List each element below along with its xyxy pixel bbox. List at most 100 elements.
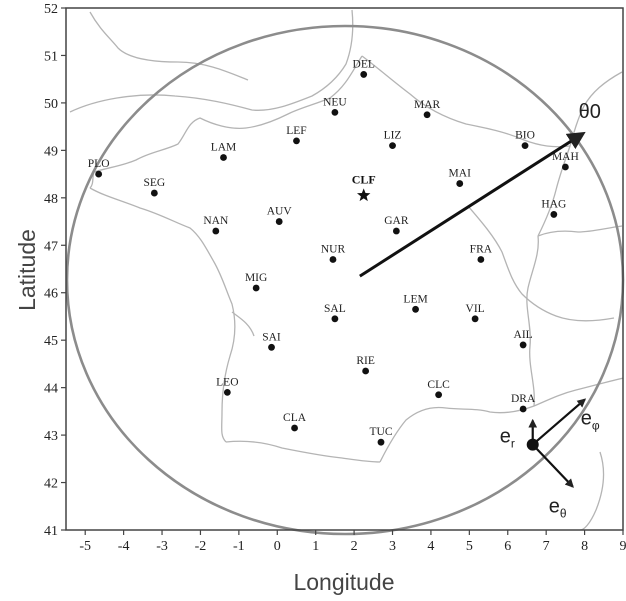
x-tick-label: -1 [233,539,245,554]
y-tick-label: 46 [44,287,58,302]
corsica-hint [579,451,605,530]
station-dot [331,315,339,323]
x-tick-label: 9 [620,539,626,554]
stations-layer: DEL NEU MAR LEF LIZ BIO LAM MAH PLO MAI SEG HAG AUV N… [88,58,579,446]
station-label: GAR [384,215,409,227]
station-del: DEL [353,58,375,78]
station-dot [212,227,220,235]
station-cla: CLA [283,412,307,432]
station-ail: AIL [514,329,533,349]
station-dot [331,109,339,116]
x-tick-label: -3 [156,539,168,554]
y-tick-label: 52 [44,2,58,17]
station-label: DEL [353,58,375,70]
coastline-layer [69,9,623,530]
station-label: MAH [552,151,579,163]
station-tuc: TUC [369,426,393,446]
station-sai: SAI [262,331,281,351]
station-label: CLA [283,412,307,424]
station-label: PLO [88,158,110,170]
y-tick-label: 44 [44,382,58,397]
reference-star-icon [357,188,371,202]
station-dot [252,284,260,292]
station-dot [423,111,431,119]
station-dot [519,405,527,413]
station-label: LEF [286,125,306,137]
y-tick-label: 49 [44,144,58,159]
station-nan: NAN [203,215,229,235]
station-label: LEM [403,293,427,305]
station-label: HAG [541,198,566,210]
x-axis-title: Longitude [293,569,394,595]
station-dot [392,227,400,235]
station-lef: LEF [286,125,307,145]
station-dot [223,388,231,396]
ephi-label: eφ [581,408,600,433]
atlantic-coast [89,187,236,443]
station-fra: FRA [470,244,493,263]
station-mah: MAH [552,151,579,171]
england-coast [69,9,354,113]
plot-frame [65,7,624,531]
station-clc: CLC [427,379,450,399]
station-label: LEO [216,376,238,388]
x-tick-label: 7 [543,539,550,554]
station-dot [220,154,227,161]
y-tick-label: 48 [44,192,58,207]
station-dot [412,305,419,313]
station-label: MIG [245,272,267,284]
station-dot [456,180,464,187]
x-tick-label: 2 [351,539,358,554]
station-label: AIL [514,329,533,341]
basis-origin-dot [526,438,539,451]
x-tick-label: 8 [581,539,588,554]
x-tick-label: 4 [427,539,434,554]
theta0-vector: θ0 [359,101,601,278]
station-label: RIE [356,355,375,367]
y-tick-label: 41 [44,524,58,539]
station-dot [471,315,479,323]
station-label: SAL [324,303,346,315]
station-mig: MIG [245,272,267,292]
england-coast-2 [89,11,249,81]
reference-station: CLF [352,172,376,202]
y-tick-label: 50 [44,97,58,112]
y-tick-label: 42 [44,477,58,492]
station-dot [150,189,158,197]
station-plo: PLO [88,158,110,178]
station-dot [329,256,337,263]
x-tick-label: 3 [389,539,396,554]
reference-station-label: CLF [352,172,376,186]
channel-coast [89,55,363,189]
station-dra: DRA [511,393,536,413]
station-dot [519,341,527,349]
station-label: LIZ [384,130,402,142]
station-label: SAI [262,331,281,343]
x-tick-label: 0 [274,539,281,554]
station-leo: LEO [216,376,239,396]
x-tick-label: -5 [79,539,91,554]
etheta-arrow [531,443,574,488]
station-dot [293,137,300,145]
station-vil: VIL [466,303,485,323]
y-tick-label: 45 [44,334,58,349]
y-tick-label: 51 [44,49,58,64]
station-label: DRA [511,393,536,405]
station-dot [550,211,558,218]
station-seg: SEG [143,177,165,197]
station-label: NEU [323,96,347,108]
mediterranean-coast [379,377,623,463]
station-dot [360,71,368,78]
belgium-border [361,55,571,148]
station-dot [95,170,103,178]
station-sal: SAL [324,303,346,323]
swiss-border [537,225,623,237]
ephi-arrow [532,398,587,446]
station-dot [561,163,569,171]
station-dot [477,256,485,263]
x-tick-label: -4 [118,539,130,554]
x-tick-label: 1 [312,539,319,554]
station-dot [362,367,370,375]
italy-border [526,235,539,407]
